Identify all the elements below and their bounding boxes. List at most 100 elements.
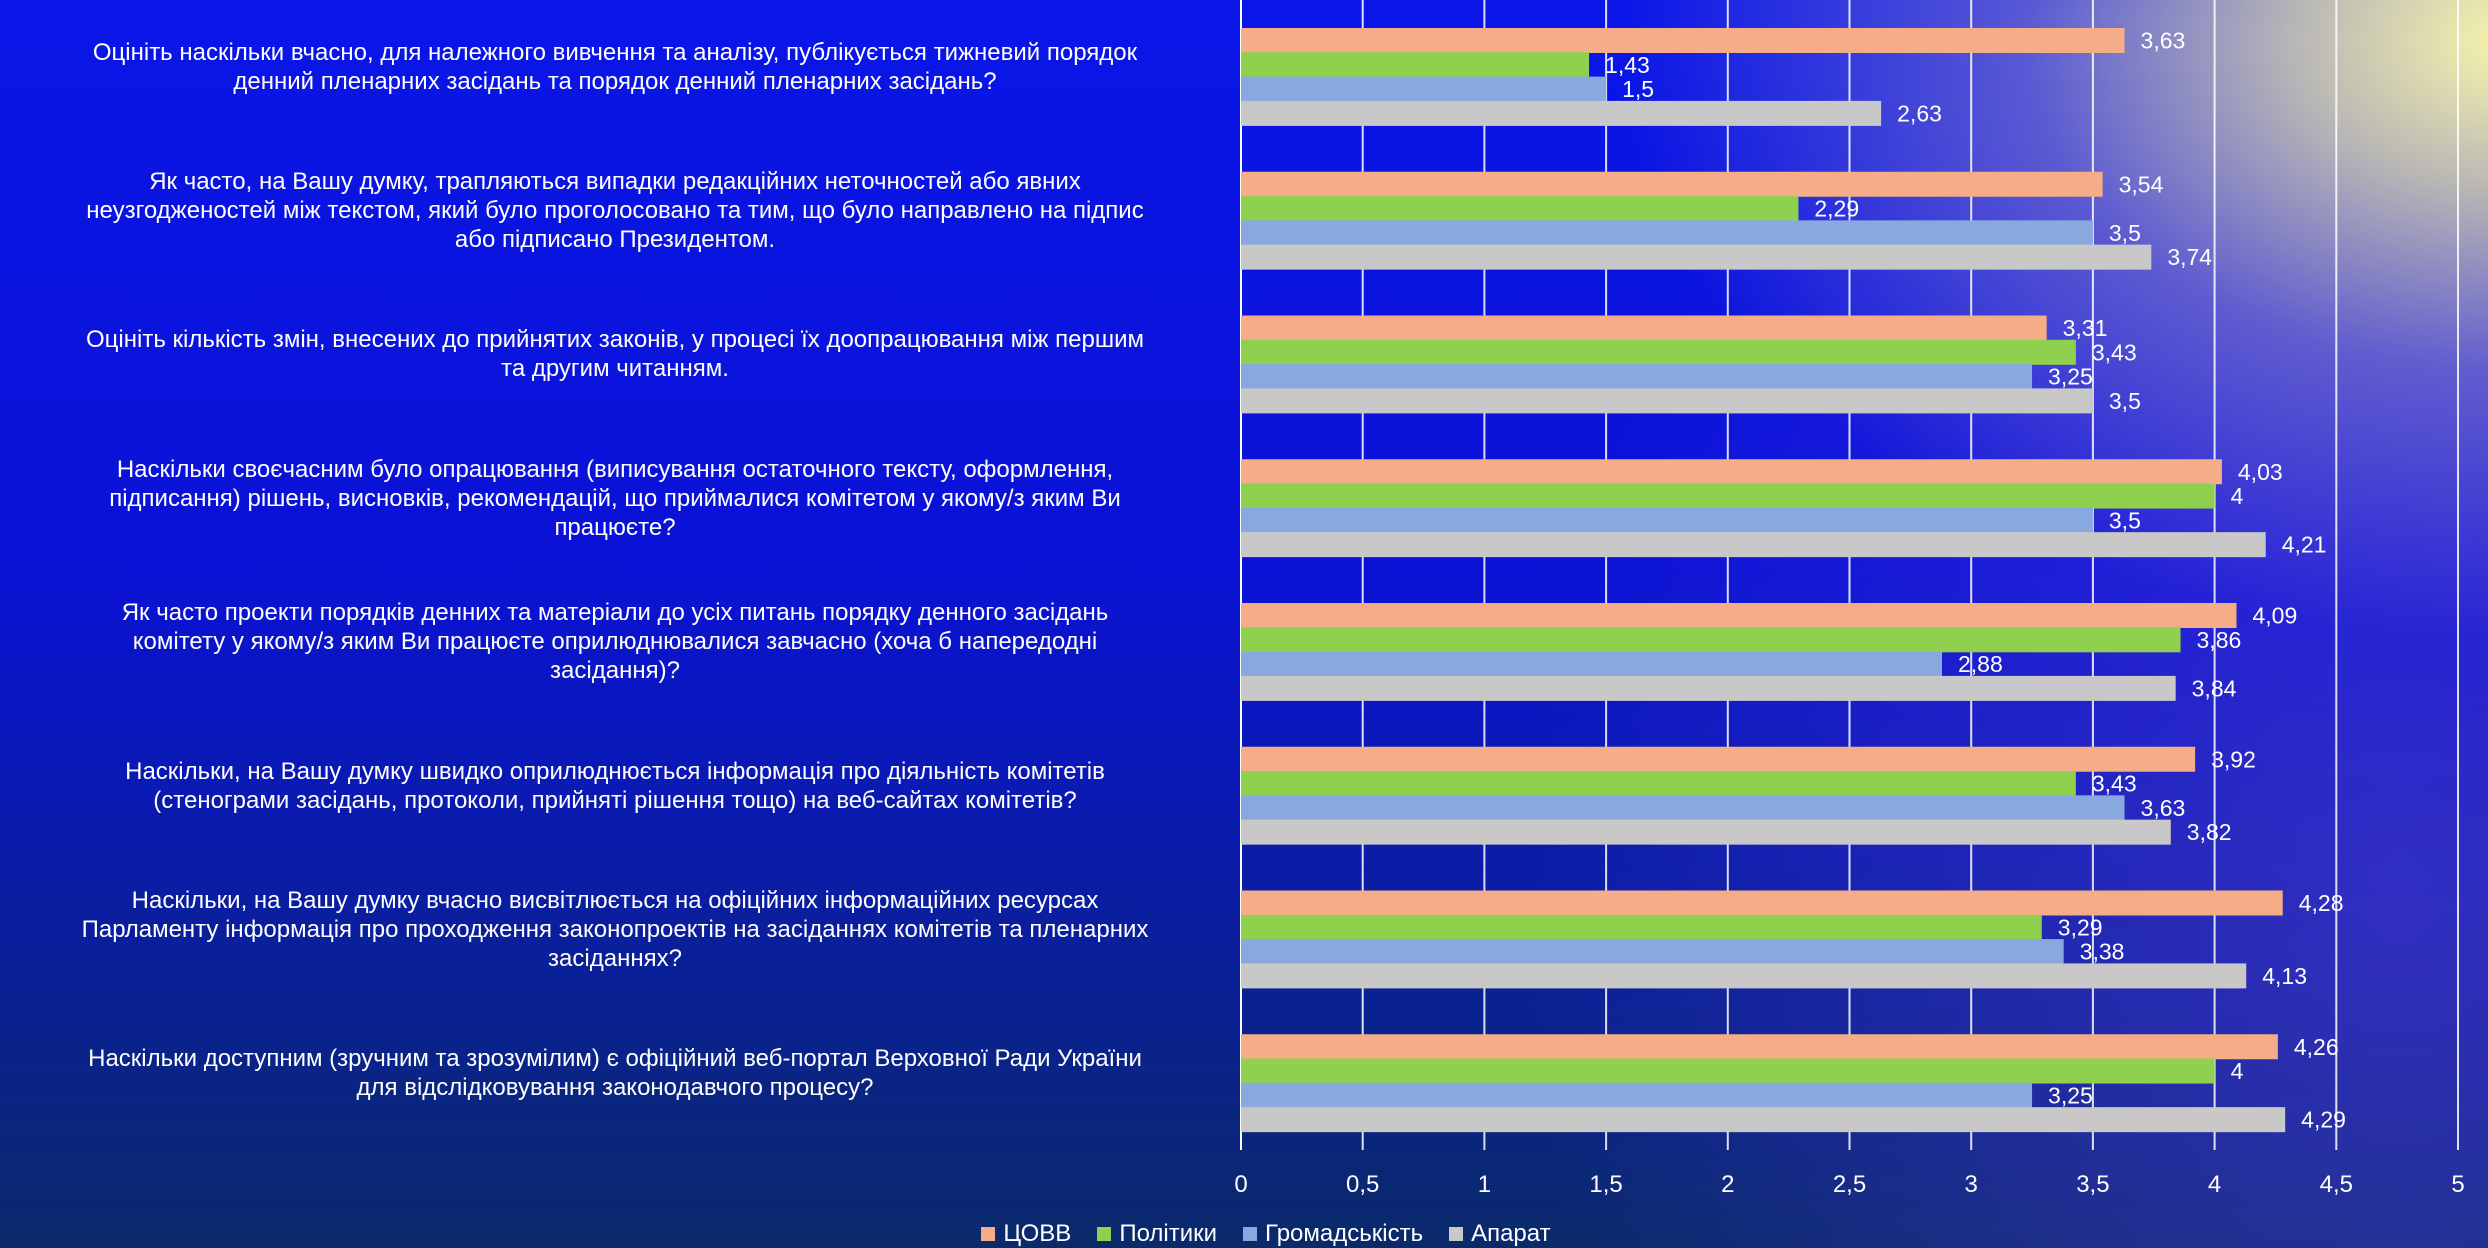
bar-Апарат: [1241, 388, 2093, 414]
data-label: 3,43: [2092, 339, 2137, 365]
category-label-line: комітету у якому/з яким Ви працюєте опри…: [132, 628, 1098, 656]
category-label-line: денний пленарних засідань та порядок ден…: [233, 67, 997, 95]
x-tick-label: 2: [1721, 1171, 1734, 1198]
legend-item: Громадськість: [1243, 1220, 1423, 1248]
bar-Апарат: [1241, 532, 2266, 558]
bar-ЦОВВ: [1241, 603, 2237, 628]
category-label-line: або підписано Президентом.: [454, 226, 776, 254]
x-tick-label: 3: [1965, 1171, 1978, 1198]
category-label-line: Як часто проекти порядків денних та мате…: [121, 599, 1109, 627]
category-label-line: Оцініть наскільки вчасно, для належного …: [92, 38, 1138, 66]
bar-ЦОВВ: [1241, 890, 2283, 916]
category-label-line: для відслідковування законодавчого проце…: [356, 1074, 874, 1102]
x-tick-label: 5: [2451, 1171, 2464, 1198]
category-label-line: Наскільки доступним (зручним та зрозуміл…: [88, 1045, 1142, 1073]
data-label: 4,29: [2301, 1107, 2346, 1133]
x-tick-label: 3,5: [2076, 1171, 2109, 1198]
bar-Апарат: [1241, 100, 1882, 126]
data-label: 3,25: [2048, 364, 2093, 390]
bar-ЦОВВ: [1241, 459, 2222, 485]
legend-item: Апарат: [1449, 1220, 1551, 1248]
legend-swatch: [1449, 1227, 1464, 1241]
data-label: 3,74: [2167, 244, 2212, 270]
bar-Політики: [1241, 627, 2181, 653]
x-tick-label: 4: [2208, 1171, 2221, 1198]
legend-swatch: [1243, 1227, 1258, 1241]
bar-Апарат: [1241, 819, 2171, 845]
category-label-line: засіданнях?: [548, 944, 682, 972]
data-label: 3,29: [2058, 914, 2103, 940]
data-label: 3,63: [2141, 28, 2186, 54]
bar-ЦОВВ: [1241, 746, 2196, 772]
data-label: 4,28: [2299, 890, 2344, 916]
category-label-line: Парламенту інформація про проходження за…: [81, 915, 1149, 943]
data-label: 3,25: [2048, 1082, 2093, 1108]
data-label: 1,5: [1622, 76, 1654, 102]
data-label: 3,54: [2119, 171, 2164, 197]
x-tick-label: 2,5: [1833, 1171, 1866, 1198]
x-tick-label: 0: [1234, 1171, 1247, 1198]
legend-label: Політики: [1119, 1220, 1218, 1247]
bar-Громадськість: [1241, 939, 2064, 965]
data-label: 3,5: [2109, 388, 2141, 414]
data-label: 3,92: [2211, 746, 2256, 772]
category-label: Наскільки своєчасним було опрацювання (в…: [6, 455, 1224, 542]
category-label-line: неузгодженостей між текстом, який було п…: [86, 197, 1144, 225]
category-label-line: працюєте?: [554, 513, 676, 541]
bar-Апарат: [1241, 963, 2247, 989]
legend-swatch: [981, 1227, 996, 1241]
category-label: Наскільки доступним (зручним та зрозуміл…: [6, 1044, 1224, 1102]
data-label: 3,86: [2197, 627, 2242, 653]
category-label-line: (стенограми засідань, протоколи, прийнят…: [153, 786, 1077, 814]
data-label: 4: [2231, 483, 2244, 509]
bar-Громадськість: [1241, 76, 1607, 102]
bar-Апарат: [1241, 675, 2176, 701]
x-tick-label: 0,5: [1346, 1171, 1379, 1198]
bar-Політики: [1241, 339, 2076, 365]
legend-label: Апарат: [1471, 1220, 1551, 1247]
data-label: 4,09: [2253, 603, 2298, 629]
data-label: 2,63: [1897, 100, 1942, 126]
legend-item: ЦОВВ: [981, 1220, 1071, 1248]
data-label: 3,84: [2192, 675, 2237, 701]
data-labels: 3,631,431,52,633,542,293,53,743,313,433,…: [1605, 28, 2346, 1133]
x-axis-ticks: 0 0,5 1 1,5 2 2,5 3 3,5 4 4,5 5: [1234, 1171, 2464, 1198]
data-label: 3,31: [2063, 315, 2108, 341]
bar-Політики: [1241, 483, 2215, 509]
legend-label: ЦОВВ: [1003, 1220, 1072, 1247]
legend-label: Громадськість: [1265, 1220, 1424, 1247]
category-label-line: підписання) рішень, висновків, рекоменда…: [109, 484, 1121, 512]
data-label: 4: [2231, 1058, 2244, 1084]
data-label: 4,03: [2238, 459, 2283, 485]
data-label: 1,43: [1605, 52, 1650, 78]
category-label: Наскільки, на Вашу думку швидко оприлюдн…: [6, 757, 1224, 815]
bar-Громадськість: [1241, 507, 2093, 533]
data-label: 3,5: [2109, 220, 2141, 246]
data-label: 3,43: [2092, 771, 2137, 797]
category-label-line: та другим читанням.: [501, 355, 729, 383]
bar-ЦОВВ: [1241, 171, 2103, 197]
data-label: 3,38: [2080, 939, 2125, 965]
category-label: Оцініть наскільки вчасно, для належного …: [6, 38, 1224, 96]
data-label: 2,88: [1958, 651, 2003, 677]
category-label-line: засідання)?: [550, 657, 680, 685]
category-label-line: Наскільки, на Вашу думку швидко оприлюдн…: [125, 757, 1105, 785]
x-tick-label: 4,5: [2320, 1171, 2353, 1198]
category-label: Як часто, на Вашу думку, трапляються вип…: [6, 167, 1224, 254]
category-label-line: Як часто, на Вашу думку, трапляються вип…: [149, 168, 1081, 196]
bar-Політики: [1241, 52, 1590, 78]
bar-Апарат: [1241, 1107, 2286, 1133]
data-label: 3,63: [2141, 795, 2186, 821]
bar-Громадськість: [1241, 364, 2033, 390]
bar-Апарат: [1241, 244, 2152, 270]
bar-Громадськість: [1241, 1082, 2033, 1108]
bar-Політики: [1241, 914, 2042, 940]
x-tick-label: 1,5: [1589, 1171, 1622, 1198]
bar-Громадськість: [1241, 220, 2093, 246]
category-label: Наскільки, на Вашу думку вчасно висвітлю…: [6, 886, 1224, 973]
legend: ЦОВВ Політики Громадськість Апарат: [0, 1220, 2488, 1248]
category-label-line: Наскільки, на Вашу думку вчасно висвітлю…: [131, 886, 1099, 914]
data-label: 2,29: [1814, 196, 1859, 222]
bar-Політики: [1241, 1058, 2215, 1084]
